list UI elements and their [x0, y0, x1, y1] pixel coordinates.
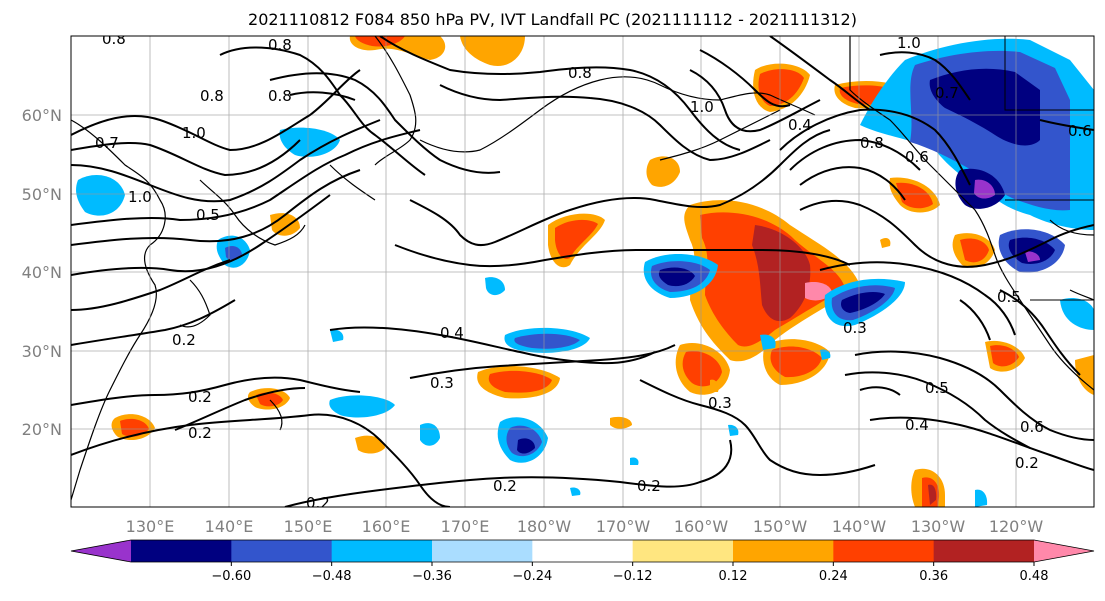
lon-label: 160°W: [674, 517, 729, 536]
contour-label: 0.2: [493, 477, 517, 495]
contour-label: 0.3: [708, 394, 732, 412]
colorbar-tick-label: 0.36: [919, 569, 948, 584]
lon-label: 180°W: [517, 517, 572, 536]
lon-label: 130°W: [911, 517, 966, 536]
colorbar-tick-label: 0.12: [719, 569, 748, 584]
map-title: 2021110812 F084 850 hPa PV, IVT Landfall…: [248, 10, 857, 29]
contour-label: 1.0: [897, 34, 921, 52]
contour-label: 1.0: [690, 98, 714, 116]
contour-label: 0.7: [95, 134, 119, 152]
colorbar-tick-label: −0.36: [412, 569, 452, 584]
colorbar-tick-label: 0.48: [1020, 569, 1049, 584]
contour-label: 0.2: [306, 494, 330, 512]
map-content: 0.8 0.8 0.8 0.8 1.0 0.7 1.0 1.0 0.5 0.7 …: [71, 30, 1094, 512]
contour-label: 0.7: [935, 84, 959, 102]
colorbar-segment: [231, 540, 333, 562]
contour-label: 1.0: [182, 124, 206, 142]
lon-label: 160°E: [362, 517, 411, 536]
colorbar-tick-label: −0.24: [512, 569, 552, 584]
colorbar-tick-label: −0.60: [211, 569, 251, 584]
map-frame: [70, 35, 1095, 508]
contour-label: 0.2: [637, 477, 661, 495]
contour-label: 0.4: [905, 416, 929, 434]
colorbar-segment: [131, 540, 232, 562]
colorbar-tick-label: −0.12: [613, 569, 653, 584]
lon-label: 120°W: [989, 517, 1044, 536]
colorbar-tick-label: 0.24: [819, 569, 848, 584]
colorbar-segment: [733, 540, 834, 562]
contour-label: 0.2: [188, 388, 212, 406]
colorbar-segment: [632, 540, 734, 562]
lat-label: 50°N: [22, 185, 62, 204]
negative-anomaly-shading: [76, 38, 1094, 507]
contour-label: 0.8: [268, 36, 292, 54]
contour-label: 0.5: [925, 379, 949, 397]
lat-label: 20°N: [22, 420, 62, 439]
lon-label: 150°W: [753, 517, 808, 536]
contour-lines: [71, 36, 1094, 507]
contour-label: 0.4: [788, 116, 812, 134]
colorbar-outline: [70, 539, 1095, 563]
lon-label: 140°W: [832, 517, 887, 536]
colorbar-extend-high: [1034, 540, 1094, 562]
contour-label: 0.4: [440, 324, 464, 342]
borders: [1004, 36, 1094, 301]
lon-label: 150°E: [284, 517, 333, 536]
contour-label: 0.3: [430, 374, 454, 392]
colorbar-segment: [532, 540, 634, 562]
colorbar-segment: [833, 540, 935, 562]
contour-label: 0.2: [1015, 454, 1039, 472]
lon-label: 170°W: [596, 517, 651, 536]
colorbar-segment: [933, 540, 1035, 562]
lon-label: 140°E: [205, 517, 254, 536]
contour-label: 0.6: [1020, 418, 1044, 436]
contour-label: 0.5: [196, 206, 220, 224]
contour-label: 0.8: [200, 87, 224, 105]
colorbar-extend-low: [71, 540, 131, 562]
contour-label: 1.0: [128, 188, 152, 206]
gridlines: [71, 36, 1094, 507]
contour-label: 0.2: [172, 331, 196, 349]
contour-label: 0.8: [860, 134, 884, 152]
contour-label: 0.3: [843, 319, 867, 337]
lat-label: 30°N: [22, 342, 62, 361]
contour-label: 0.8: [102, 30, 126, 48]
lon-label: 130°E: [126, 517, 175, 536]
colorbar-tick-label: −0.48: [312, 569, 352, 584]
contour-label: 0.5: [997, 288, 1021, 306]
contour-label: 0.8: [568, 64, 592, 82]
colorbar: −0.60 −0.48 −0.36 −0.24 −0.12 0.12 0.24 0.36 0.4…: [70, 539, 1095, 584]
lat-label: 40°N: [22, 263, 62, 282]
lat-label: 60°N: [22, 106, 62, 125]
contour-label: 0.8: [268, 87, 292, 105]
latitude-labels: 60°N 50°N 40°N 30°N 20°N: [22, 106, 62, 439]
colorbar-segment: [432, 540, 533, 562]
contour-labels: 0.8 0.8 0.8 0.8 1.0 0.7 1.0 1.0 0.5 0.7 …: [95, 30, 1092, 512]
contour-label: 0.2: [188, 424, 212, 442]
colorbar-segment: [331, 540, 433, 562]
contour-label: 0.6: [1068, 122, 1092, 140]
lon-label: 170°E: [441, 517, 490, 536]
contour-label: 0.6: [905, 148, 929, 166]
longitude-labels: 130°E 140°E 150°E 160°E 170°E 180°W 170°…: [126, 517, 1044, 536]
